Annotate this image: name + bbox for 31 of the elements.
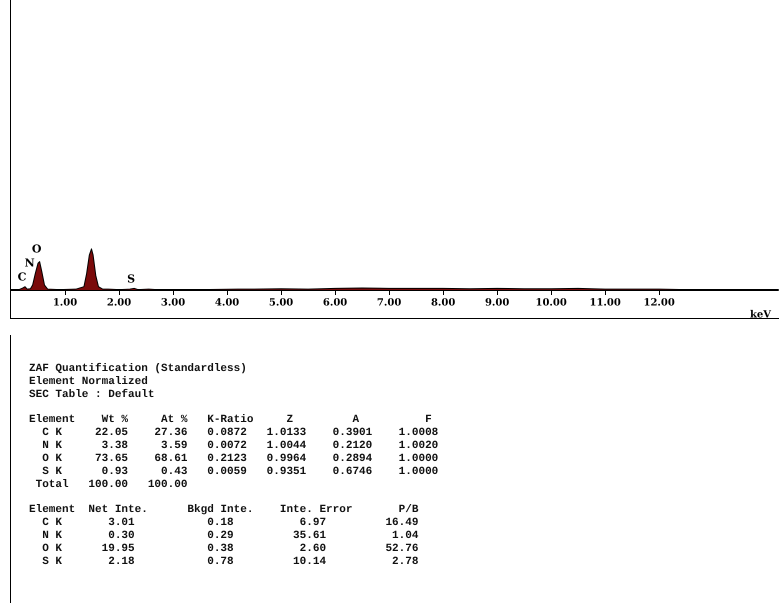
x-tick-label: 1.00	[52, 298, 78, 308]
text: Total 100.00 100.00	[34, 479, 188, 492]
text: S K 2.18 0.78 10.14 2.78	[41, 556, 420, 569]
x-tick-label: 3.00	[160, 298, 186, 308]
x-tick-label: 12.00	[644, 298, 675, 308]
text: O K 73.65 68.61 0.2123 0.9964 0.2894 1.0000	[41, 453, 440, 466]
x-tick-label: 11.00	[589, 298, 621, 308]
text: S K 0.93 0.43 0.0059 0.9351 0.6746 1.0000	[41, 466, 440, 479]
x-tick-label: 6.00	[322, 298, 348, 308]
text: N K 3.38 3.59 0.0072 1.0044 0.2120 1.0020	[41, 440, 440, 453]
x-tick-label: 4.00	[214, 298, 240, 308]
annotation: S	[127, 272, 136, 286]
x-tick-label: 8.00	[430, 298, 456, 308]
x-axis-title: keV	[750, 310, 772, 320]
text: C K 22.05 27.36 0.0872 1.0133 0.3901 1.0008	[41, 427, 440, 440]
annotation: C	[18, 270, 27, 284]
x-tick-label: 9.00	[484, 298, 510, 308]
text: N K 0.30 0.29 35.61 1.04	[41, 530, 420, 543]
x-tick-label: 5.00	[268, 298, 294, 308]
text: Element Normalized	[29, 376, 149, 388]
text: C K 3.01 0.18 6.97 16.49	[41, 517, 420, 530]
text: Element Wt % At % K-Ratio Z A F	[29, 414, 433, 427]
annotation: N	[24, 256, 35, 270]
annotation: O	[32, 242, 42, 256]
text: ZAF Quantification (Standardless)	[29, 363, 248, 376]
text: Element Net Inte. Bkgd Inte. Inte. Error P/B	[29, 504, 420, 517]
x-tick-label: 7.00	[376, 298, 402, 308]
x-tick-label: 10.00	[535, 298, 567, 308]
x-tick-label: 2.00	[106, 298, 132, 308]
text: O K 19.95 0.38 2.60 52.76	[41, 543, 420, 556]
text: SEC Table : Default	[29, 389, 156, 402]
